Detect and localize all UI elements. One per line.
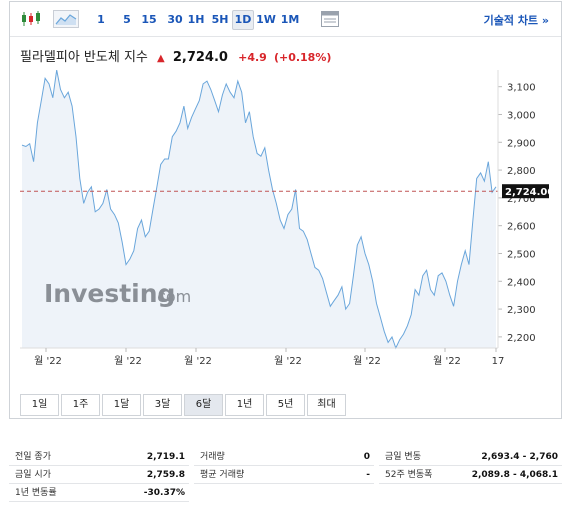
- stat-value: -30.37%: [143, 488, 185, 498]
- range-button-6[interactable]: 5년: [266, 394, 305, 416]
- settings-panel-icon[interactable]: [320, 10, 340, 28]
- y-tick-label: 3,000: [507, 110, 536, 121]
- stat-value: 0: [363, 452, 370, 462]
- timeframe-5[interactable]: 5: [123, 13, 131, 26]
- candlestick-chart-icon[interactable]: [20, 10, 42, 28]
- range-button-0[interactable]: 1일: [20, 394, 59, 416]
- stat-value: 2,759.8: [146, 470, 185, 480]
- instrument-title: 필라델피아 반도체 지수 ▲ 2,724.0 +4.9 (+0.18%): [20, 46, 331, 66]
- y-tick-label: 2,800: [507, 166, 536, 177]
- timeframe-1w[interactable]: 1W: [256, 13, 276, 26]
- timeframe-5h[interactable]: 5H: [211, 13, 229, 26]
- x-tick-label: 17: [492, 356, 505, 367]
- stat-value: 2,089.8 - 4,068.1: [471, 470, 558, 480]
- range-button-4[interactable]: 6달: [184, 394, 223, 416]
- current-price-badge: [502, 184, 549, 199]
- price-line: [21, 70, 497, 350]
- watermark-suffix: .com: [152, 287, 191, 306]
- current-price-badge-label: 2,724.00: [505, 187, 553, 198]
- range-button-7[interactable]: 최대: [307, 394, 346, 416]
- stat-value: -: [366, 470, 370, 480]
- range-button-1[interactable]: 1주: [61, 394, 100, 416]
- price-area: [22, 70, 496, 348]
- stat-row: 금일 시가 2,759.8: [9, 467, 189, 484]
- x-tick-label: 월 '22: [433, 355, 461, 367]
- stat-row: 평균 거래량 -: [194, 467, 374, 484]
- y-tick-label: 3,100: [507, 83, 536, 94]
- x-tick-label: 월 '22: [34, 355, 62, 367]
- watermark-logo: Investing: [44, 279, 175, 308]
- chart-toolbar: 기술적 차트 » 1 5 15 30 1H 5H 1D 1W 1M: [10, 2, 561, 37]
- stat-label: 금일 변동: [385, 452, 421, 462]
- range-button-3[interactable]: 3달: [143, 394, 182, 416]
- timeframe-1m[interactable]: 1M: [280, 13, 300, 26]
- y-tick-label: 2,200: [507, 333, 536, 344]
- stat-value: 2,693.4 - 2,760: [481, 452, 558, 462]
- stat-row: 거래량 0: [194, 449, 374, 466]
- y-tick-label: 2,300: [507, 305, 536, 316]
- instrument-name: 필라델피아 반도체 지수: [20, 50, 148, 65]
- timeframe-30[interactable]: 30: [167, 13, 183, 26]
- price-chart[interactable]: Investing.com3,1003,0002,9002,8002,7002,…: [20, 70, 553, 370]
- price-change: +4.9: [238, 51, 267, 64]
- stat-row: 전일 종가 2,719.1: [9, 449, 189, 466]
- range-button-5[interactable]: 1년: [225, 394, 264, 416]
- chart-widget: 기술적 차트 » 1 5 15 30 1H 5H 1D 1W 1M 필라델피아 반도체 지수 ▲…: [9, 1, 562, 419]
- stat-row: 52주 변동폭 2,089.8 - 4,068.1: [379, 467, 562, 484]
- x-tick-label: 월 '22: [184, 355, 212, 367]
- y-tick-label: 2,900: [507, 138, 536, 149]
- y-tick-label: 2,500: [507, 249, 536, 260]
- timeframe-15[interactable]: 15: [141, 13, 157, 26]
- timeframe-1[interactable]: 1: [97, 13, 105, 26]
- range-selector: 1일 1주 1달 3달 6달 1년 5년 최대: [20, 394, 348, 416]
- x-tick-label: 월 '22: [353, 355, 381, 367]
- stat-label: 전일 종가: [15, 452, 51, 462]
- price-change-pct: (+0.18%): [273, 51, 332, 64]
- x-tick-label: 월 '22: [114, 355, 142, 367]
- tech-chart-link[interactable]: 기술적 차트 »: [483, 14, 549, 27]
- stat-label: 52주 변동폭: [385, 470, 433, 480]
- up-arrow-icon: ▲: [157, 53, 165, 64]
- stat-row: 1년 변동률 -30.37%: [9, 485, 189, 502]
- range-button-2[interactable]: 1달: [102, 394, 141, 416]
- stat-value: 2,719.1: [146, 452, 185, 462]
- stat-row: 금일 변동 2,693.4 - 2,760: [379, 449, 562, 466]
- stat-label: 거래량: [200, 452, 225, 462]
- timeframe-1d[interactable]: 1D: [232, 10, 254, 30]
- y-tick-label: 2,600: [507, 222, 536, 233]
- stat-label: 금일 시가: [15, 470, 51, 480]
- y-tick-label: 2,400: [507, 277, 536, 288]
- y-tick-label: 2,700: [507, 194, 536, 205]
- stat-label: 1년 변동률: [15, 488, 57, 498]
- timeframe-1h[interactable]: 1H: [187, 13, 205, 26]
- stat-label: 평균 거래량: [200, 470, 245, 480]
- area-chart-icon[interactable]: [53, 10, 79, 28]
- instrument-price: 2,724.0: [172, 50, 228, 65]
- x-tick-label: 월 '22: [274, 355, 302, 367]
